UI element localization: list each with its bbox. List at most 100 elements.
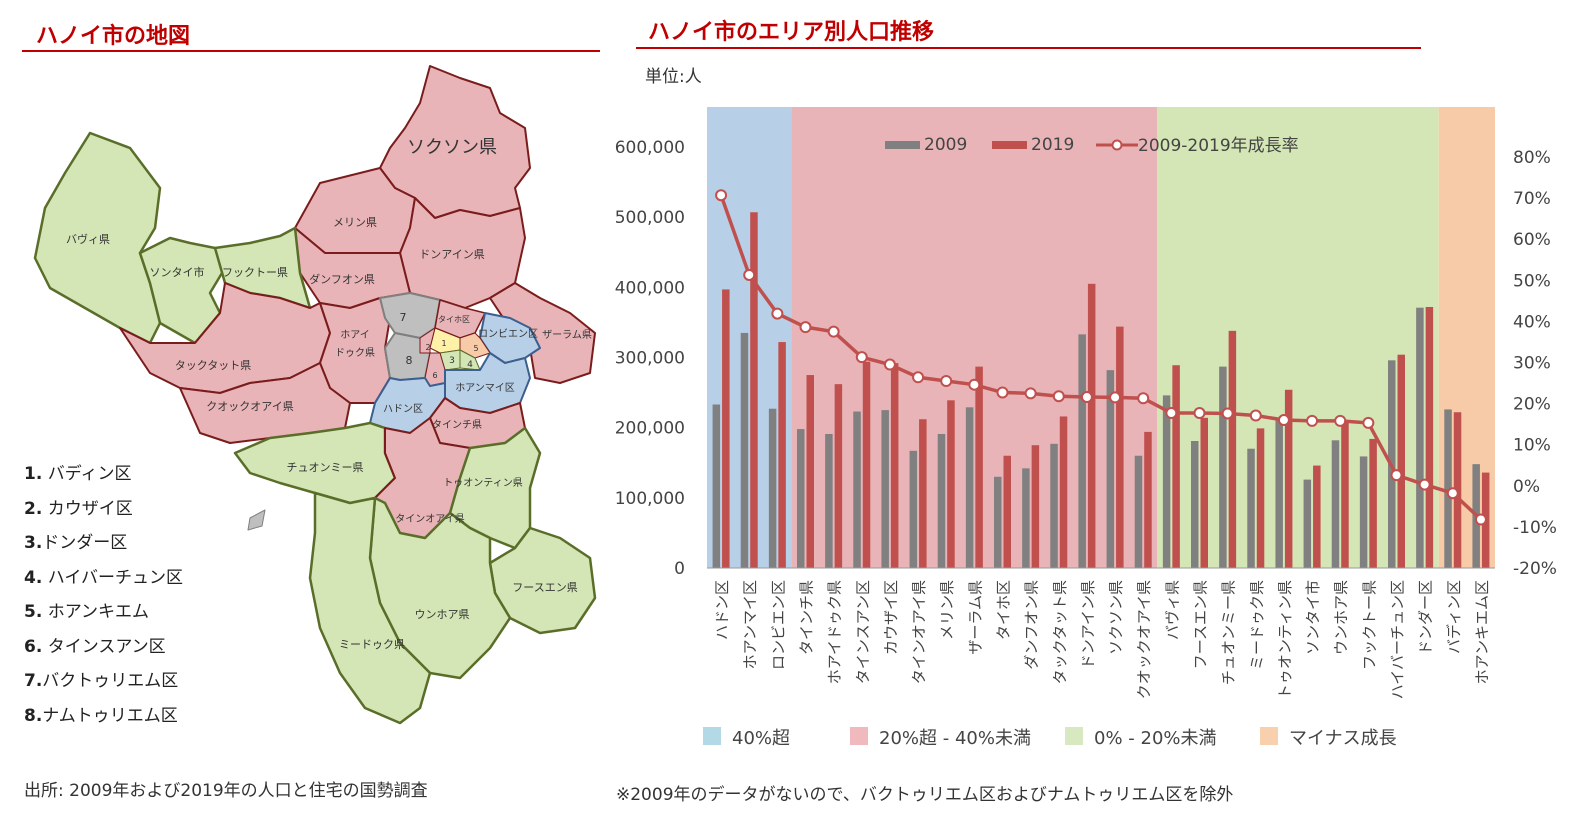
region-quoc-oai [179,362,351,444]
bar-2019 [1172,365,1180,568]
y-left-tick-label: 300,000 [615,349,685,369]
y-right-tick-label: -10% [1513,518,1557,538]
band-legend-label: 20%超 - 40%未満 [879,728,1031,749]
bar-2019 [1059,416,1068,568]
bar-2009 [1303,479,1312,568]
x-category-label: ハイバーチュン区 [1389,580,1407,699]
map-district-legend: 1. バディン区 2. カウザイ区 3.ドンダー区 4. ハイバーチュン区 5. ホアン… [24,462,254,738]
bar-2019 [750,212,758,568]
label-tay-ho: タイホ区 [438,315,470,324]
bar-2009 [1247,448,1255,568]
legend-label-growth: 2009-2019年成長率 [1138,136,1299,156]
band-legend-label: 40%超 [732,728,790,749]
x-category-label: チュオンミー県 [1220,580,1238,685]
map-legend-name: バディン区 [42,464,132,484]
label-chuong-my: チュオンミー県 [287,461,364,474]
bar-2009 [1275,417,1283,568]
band-legend-swatch [1065,727,1083,745]
label-my-duc: ミードゥク県 [339,638,405,651]
bar-2019 [919,419,927,568]
growth-point [1474,513,1487,526]
region-my-duc [308,491,432,725]
y-left-tick-label: 100,000 [615,489,685,509]
x-category-label: カウザイ区 [882,580,900,655]
label-n1: 1 [441,339,446,348]
growth-point [1080,391,1093,404]
map-legend-name: ドンダー区 [42,533,128,553]
bar-2009 [1162,395,1171,568]
bar-2019 [1031,445,1040,568]
bar-2019 [947,400,955,568]
map-legend-item: 8.ナムトゥリエム区 [24,704,254,739]
bar-2019 [1313,465,1321,568]
bar-2019 [1200,417,1208,568]
label-thuong-tin: トゥオンティン県 [443,477,522,489]
bar-2009 [768,408,777,568]
growth-point [1024,387,1037,400]
bar-2009 [825,433,833,568]
label-n2: 2 [425,343,430,352]
bar-2009 [965,407,974,568]
band-legend-swatch [1260,727,1278,745]
map-legend-item: 7.バクトゥリエム区 [24,669,254,704]
label-phu-xuyen: フースエン県 [512,581,577,594]
growth-point [827,325,840,338]
bar-2009 [1078,334,1086,568]
unit-label: 単位:人 [645,67,702,87]
growth-point [1418,478,1431,491]
bar-2009 [1219,366,1227,568]
y-right-tick-label: 20% [1513,395,1551,415]
map-legend-number: 2. [24,498,43,519]
label-quoc-oai: クオックオアイ県 [206,400,293,413]
bar-2009 [853,411,861,568]
growth-line [719,194,1483,521]
map-legend-item: 5. ホアンキエム [24,600,254,635]
chart-footnote: ※2009年のデータがないので、バクトゥリエム区およびナムトゥリエム区を除外 [616,785,1234,805]
x-category-label: タックタット県 [1051,580,1069,684]
map-legend-name: カウザイ区 [42,498,133,519]
y-right-tick-label: 0% [1513,477,1540,497]
band-background [1157,107,1439,568]
y-right-tick-label: 60% [1513,230,1551,250]
bar-2019 [1284,389,1293,568]
label-ba-vi: バヴィ県 [66,232,110,246]
legend-label-2019: 2019 [1031,135,1074,155]
label-dong-anh: ドンアイン県 [419,248,484,261]
source-note: 出所: 2009年および2019年の人口と住宅の国勢調査 [24,781,428,801]
bar-2019 [834,384,843,568]
map-legend-item: 2. カウザイ区 [24,497,254,532]
bar-2009 [797,429,805,568]
y-right-tick-label: 10% [1513,436,1551,456]
label-n8: 8 [406,354,413,367]
region-son-tay [138,236,227,345]
x-category-label: フックトー県 [1360,580,1378,670]
x-category-label: タインオアイ県 [910,580,928,684]
growth-point [1306,414,1319,427]
bar-2009 [994,476,1002,568]
bar-2019 [1397,354,1405,568]
label-soc-son: ソクソン県 [407,137,497,158]
map-legend-name: ホアンキエム [42,602,150,622]
y-right-tick-label: 80% [1513,148,1551,168]
growth-point [743,268,756,281]
growth-point [940,374,953,387]
bar-2009 [909,450,918,568]
growth-point [1446,487,1459,500]
map-legend-name: ナムトゥリエム区 [42,705,178,726]
map-legend-name: ハイバーチュン区 [42,567,184,588]
bar-2019 [1228,330,1237,568]
x-category-label: クオックオアイ県 [1135,580,1153,699]
legend-swatch-2019 [992,141,1027,149]
label-son-tay: ソンタイ市 [150,265,205,279]
map-legend-item: 4. ハイバーチュン区 [24,566,254,601]
x-category-label: ウンホア県 [1332,580,1350,655]
bar-2009 [1416,307,1424,568]
bar-2009 [740,332,749,568]
label-thanh-oai: タインオアイ県 [395,513,465,525]
map-legend-number: 1. [24,464,43,484]
growth-point [1249,409,1262,422]
band-background [791,107,1158,568]
growth-point [1109,391,1122,404]
map-legend-name: バクトゥリエム区 [42,671,179,691]
growth-point [996,386,1009,399]
